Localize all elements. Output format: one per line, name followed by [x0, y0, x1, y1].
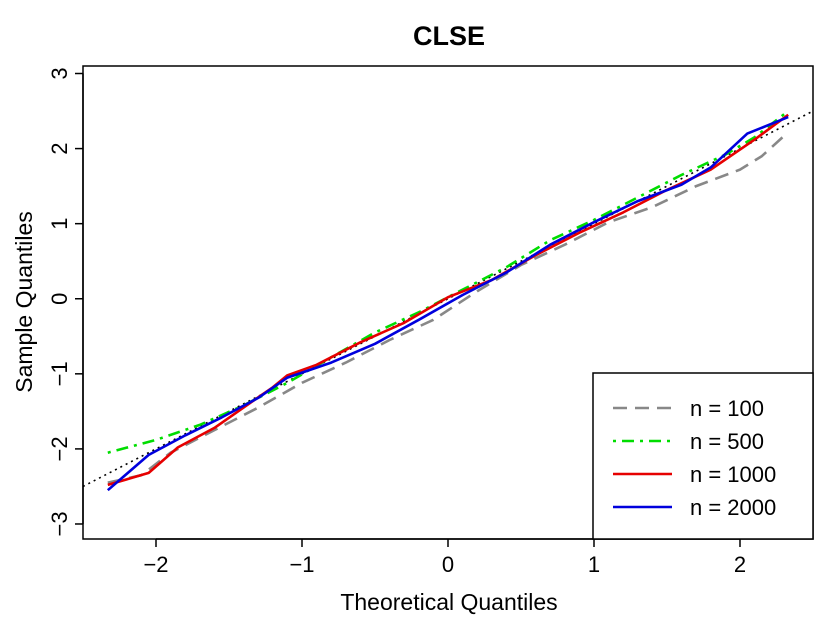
x-tick-label: 1: [588, 552, 600, 577]
legend-entry-label: n = 500: [690, 429, 764, 454]
y-tick-label: 2: [47, 142, 72, 154]
x-tick-label: 0: [442, 552, 454, 577]
legend-box: [592, 372, 814, 540]
y-tick-label: 1: [47, 218, 72, 230]
x-tick-label: −2: [143, 552, 168, 577]
x-axis-label: Theoretical Quantiles: [340, 589, 557, 615]
series-line-1: [107, 131, 790, 484]
series-line-2: [107, 109, 790, 454]
y-axis-label: Sample Quantiles: [11, 211, 37, 393]
x-tick-label: 2: [734, 552, 746, 577]
reference-line-path: [82, 110, 814, 488]
y-tick-label: −1: [47, 361, 72, 386]
plot-frame: [82, 65, 814, 540]
y-tick-label: 3: [47, 67, 72, 79]
legend-entry-label: n = 100: [690, 396, 764, 421]
y-tick-label: −3: [47, 511, 72, 536]
x-tick-label: −1: [289, 552, 314, 577]
chart-title: CLSE: [413, 21, 485, 51]
y-tick-label: 0: [47, 293, 72, 305]
y-tick-label: −2: [47, 436, 72, 461]
reference-line: [82, 110, 814, 488]
series-line-4: [106, 115, 789, 492]
series-group: [106, 109, 790, 492]
legend-entry-label: n = 1000: [690, 462, 776, 487]
legend-entry-label: n = 2000: [690, 495, 776, 520]
legend: n = 100 n = 500 n = 1000 n = 2000: [592, 372, 814, 540]
